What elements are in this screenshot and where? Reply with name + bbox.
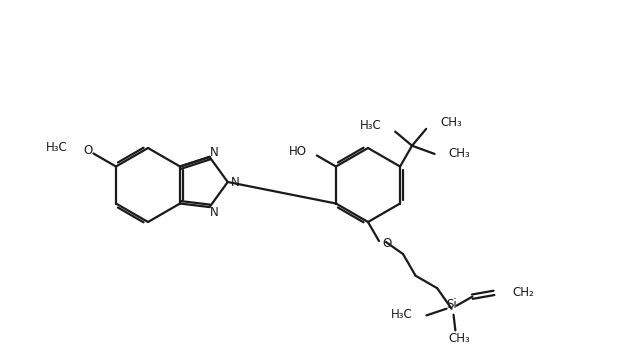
Text: N: N bbox=[210, 206, 219, 218]
Text: CH₃: CH₃ bbox=[440, 116, 462, 129]
Text: CH₂: CH₂ bbox=[512, 287, 534, 299]
Text: N: N bbox=[232, 176, 240, 188]
Text: O: O bbox=[84, 144, 93, 157]
Text: O: O bbox=[382, 237, 392, 250]
Text: HO: HO bbox=[289, 145, 307, 158]
Text: H₃C: H₃C bbox=[360, 119, 381, 132]
Text: CH₃: CH₃ bbox=[449, 147, 470, 161]
Text: H₃C: H₃C bbox=[45, 141, 67, 154]
Text: CH₃: CH₃ bbox=[449, 332, 470, 345]
Text: N: N bbox=[210, 147, 219, 159]
Text: Si: Si bbox=[446, 298, 457, 311]
Text: H₃C: H₃C bbox=[390, 308, 412, 321]
